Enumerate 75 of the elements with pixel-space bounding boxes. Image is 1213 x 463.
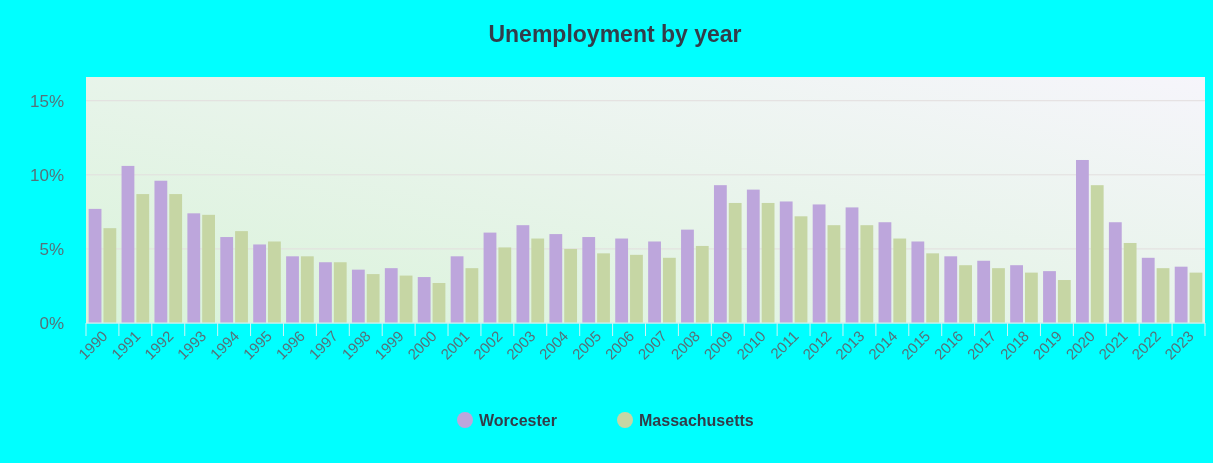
bar: [516, 225, 530, 323]
bar: [977, 260, 991, 323]
bar: [432, 282, 446, 323]
bar: [878, 222, 892, 323]
bar: [549, 234, 563, 323]
bar: [169, 194, 183, 323]
bar: [911, 241, 925, 323]
bar: [893, 238, 907, 323]
bar: [483, 232, 497, 323]
bar: [1141, 257, 1155, 323]
bar: [268, 241, 281, 323]
legend-label: Massachusetts: [639, 411, 754, 429]
bar: [351, 269, 365, 323]
bar: [1156, 268, 1170, 323]
bar: [202, 214, 215, 323]
bar: [860, 225, 874, 323]
y-tick-label: 0%: [39, 313, 64, 333]
y-tick-label: 15%: [29, 91, 64, 111]
bar: [1024, 272, 1038, 323]
bar: [681, 229, 694, 323]
bar: [1123, 242, 1137, 323]
bar: [187, 213, 201, 323]
bar: [366, 274, 380, 323]
bar: [121, 165, 135, 323]
bar: [779, 201, 793, 323]
bar: [220, 237, 234, 323]
bar: [1043, 271, 1056, 323]
y-tick-label: 5%: [39, 239, 64, 259]
bar: [662, 257, 676, 323]
y-tick-label: 10%: [29, 165, 64, 185]
chart-title: Unemployment by year: [488, 21, 742, 47]
bar: [154, 180, 168, 323]
bar: [794, 216, 808, 323]
bar: [827, 225, 841, 323]
bar: [728, 202, 742, 323]
bar: [103, 228, 117, 323]
bar: [944, 256, 958, 323]
bar: [531, 238, 545, 323]
bar: [235, 231, 248, 323]
bar: [1090, 185, 1104, 323]
bar: [597, 253, 610, 323]
bar: [959, 265, 972, 323]
bar: [253, 244, 267, 323]
bar: [1174, 266, 1188, 323]
bar: [845, 207, 859, 323]
bar: [1108, 222, 1122, 323]
bar: [300, 256, 314, 323]
bar: [1076, 159, 1089, 323]
bar: [615, 238, 629, 323]
bar: [136, 194, 150, 323]
bar: [992, 268, 1005, 323]
bar: [713, 185, 727, 323]
bar: [746, 189, 760, 323]
bar: [417, 277, 431, 323]
bar: [1057, 280, 1071, 323]
bar: [630, 254, 643, 323]
bar: [695, 245, 709, 323]
bar: [1010, 265, 1023, 323]
legend-label: Worcester: [479, 411, 557, 429]
bar: [761, 202, 775, 323]
bar: [564, 248, 578, 323]
bar: [1189, 272, 1203, 323]
bar: [319, 262, 332, 323]
bar: [498, 247, 512, 323]
bar: [465, 268, 479, 323]
bar: [399, 275, 413, 323]
bar: [812, 204, 826, 323]
bar: [450, 256, 464, 323]
bar: [648, 241, 661, 323]
bar: [286, 256, 299, 323]
bar: [333, 262, 347, 323]
bar: [88, 208, 102, 323]
bar: [926, 253, 940, 323]
bar: [384, 268, 398, 323]
bar: [582, 237, 596, 323]
